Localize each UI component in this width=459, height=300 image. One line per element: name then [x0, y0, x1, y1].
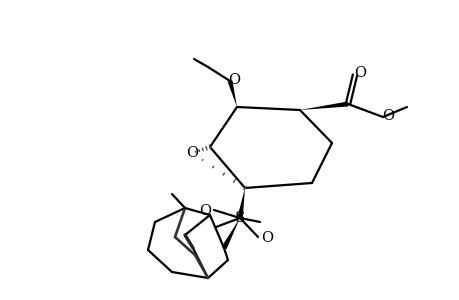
- Text: S: S: [234, 211, 245, 225]
- Text: O: O: [185, 146, 198, 160]
- Text: O: O: [198, 204, 211, 218]
- Polygon shape: [221, 218, 240, 249]
- Polygon shape: [227, 80, 236, 107]
- Text: O: O: [228, 73, 240, 87]
- Polygon shape: [237, 188, 245, 218]
- Text: O: O: [381, 109, 393, 123]
- Text: O: O: [353, 66, 365, 80]
- Text: O: O: [260, 231, 273, 245]
- Polygon shape: [299, 101, 347, 110]
